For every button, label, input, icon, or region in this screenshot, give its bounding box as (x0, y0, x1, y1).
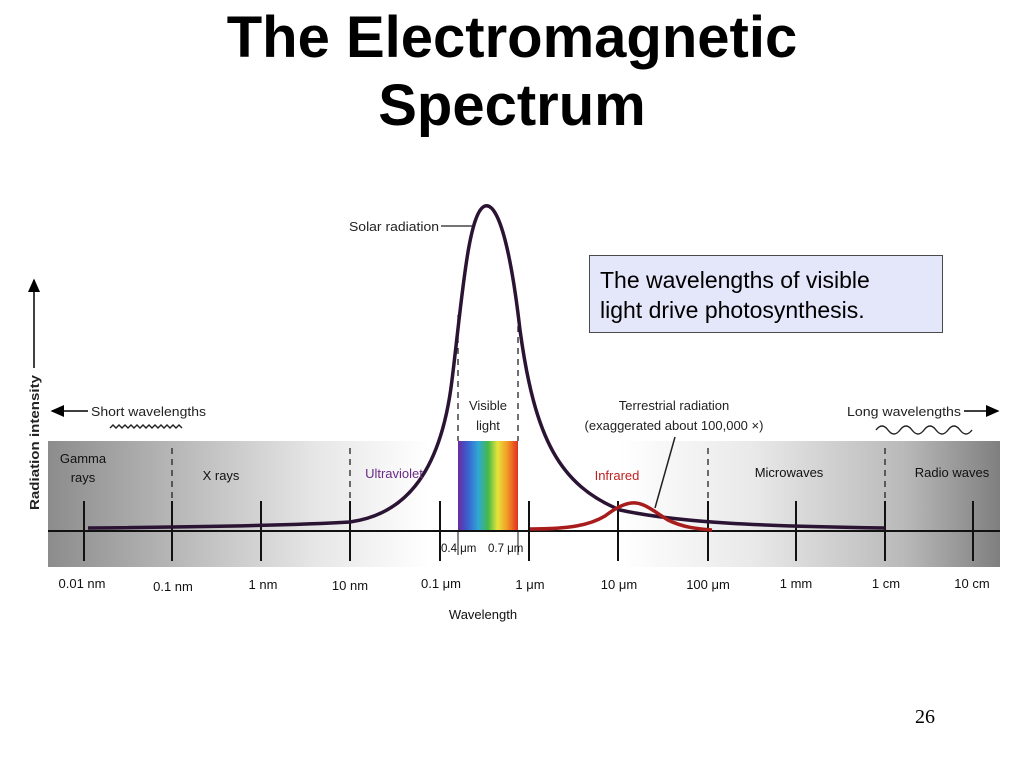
tick-label: 0.01 nm (59, 576, 106, 591)
tick-label: 0.1 nm (153, 579, 193, 594)
solar-radiation-label: Solar radiation (349, 219, 439, 234)
solar-radiation-curve (87, 204, 886, 530)
terrestrial-radiation-curve (529, 501, 713, 532)
slide-title: The Electromagnetic Spectrum (0, 4, 1024, 140)
region-x-rays: X rays (203, 468, 240, 483)
region-gamma-rays-line1: Gamma (60, 451, 107, 466)
tick-label: 10 nm (332, 578, 368, 593)
tick-label: 100 μm (686, 577, 730, 592)
visible-lower-bound-label: 0.4 μm (441, 543, 476, 555)
tick-label: 0.1 μm (421, 576, 461, 591)
y-axis-label: Radiation intensity (28, 375, 42, 510)
tick-label: 1 mm (780, 576, 813, 591)
terrestrial-exaggeration-note: (exaggerated about 100,000 ×) (585, 418, 764, 433)
tick-label: 1 μm (515, 577, 544, 592)
visible-light-band (458, 441, 518, 531)
short-wavelengths-label: Short wavelengths (91, 404, 207, 419)
long-wave-squiggle-icon (875, 425, 973, 435)
region-ultraviolet: Ultraviolet (365, 466, 423, 481)
region-microwaves: Microwaves (755, 465, 824, 480)
title-line-2: Spectrum (378, 73, 646, 138)
long-wavelengths-label: Long wavelengths (847, 404, 962, 419)
visible-light-label-line2: light (476, 418, 500, 433)
region-gamma-rays-line2: rays (71, 470, 96, 485)
tick-label: 10 μm (601, 577, 637, 592)
x-axis-label: Wavelength (449, 607, 517, 622)
visible-upper-bound-label: 0.7 μm (488, 543, 523, 555)
tick-label: 1 cm (872, 576, 900, 591)
region-infrared: Infrared (595, 468, 640, 483)
spectrum-band (48, 441, 1000, 567)
terrestrial-label-leader (654, 436, 676, 509)
photosynthesis-callout: The wavelengths of visible light drive p… (589, 255, 943, 333)
callout-line-1: The wavelengths of visible (600, 267, 870, 293)
visible-bound-ticks (457, 531, 519, 555)
terrestrial-radiation-label: Terrestrial radiation (619, 398, 730, 413)
tick-label: 1 nm (249, 577, 278, 592)
tick-label: 10 cm (954, 576, 989, 591)
visible-light-label-line1: Visible (469, 398, 507, 413)
slide-number: 26 (915, 706, 935, 728)
short-wave-squiggle-icon (109, 424, 183, 429)
title-line-1: The Electromagnetic (226, 5, 798, 70)
region-radio-waves: Radio waves (915, 465, 990, 480)
region-dividers (171, 315, 886, 500)
callout-line-2: light drive photosynthesis. (600, 297, 865, 323)
